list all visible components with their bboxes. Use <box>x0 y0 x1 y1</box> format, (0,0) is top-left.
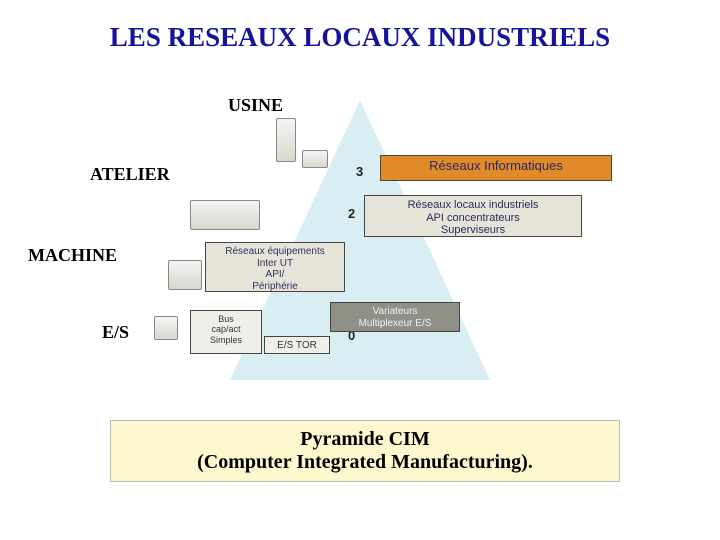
title-text: LES RESEAUX LOCAUX INDUSTRIELS <box>110 22 610 52</box>
side-label-machine: MACHINE <box>28 245 117 266</box>
equipment-icon-3 <box>168 260 202 290</box>
level0-box-left: Buscap/actSimples <box>190 310 262 354</box>
side-label-atelier: ATELIER <box>90 164 170 185</box>
caption-line1: Pyramide CIM <box>300 428 429 451</box>
level-box-2: Réseaux locaux industrielsAPI concentrat… <box>364 195 582 237</box>
level-box-1: Réseaux équipementsInter UTAPI/Périphéri… <box>205 242 345 292</box>
caption-line2: (Computer Integrated Manufacturing). <box>197 451 533 474</box>
caption-box: Pyramide CIM (Computer Integrated Manufa… <box>110 420 620 482</box>
side-label-e/s: E/S <box>102 322 129 343</box>
equipment-icon-4 <box>154 316 178 340</box>
level-number-3: 3 <box>356 164 363 179</box>
level-number-2: 2 <box>348 206 355 221</box>
level-box-3: Réseaux Informatiques <box>380 155 612 181</box>
level0-box-right: VariateursMultiplexeur E/S <box>330 302 460 332</box>
page-title: LES RESEAUX LOCAUX INDUSTRIELS <box>0 22 720 53</box>
level0-box-mid: E/S TOR <box>264 336 330 354</box>
